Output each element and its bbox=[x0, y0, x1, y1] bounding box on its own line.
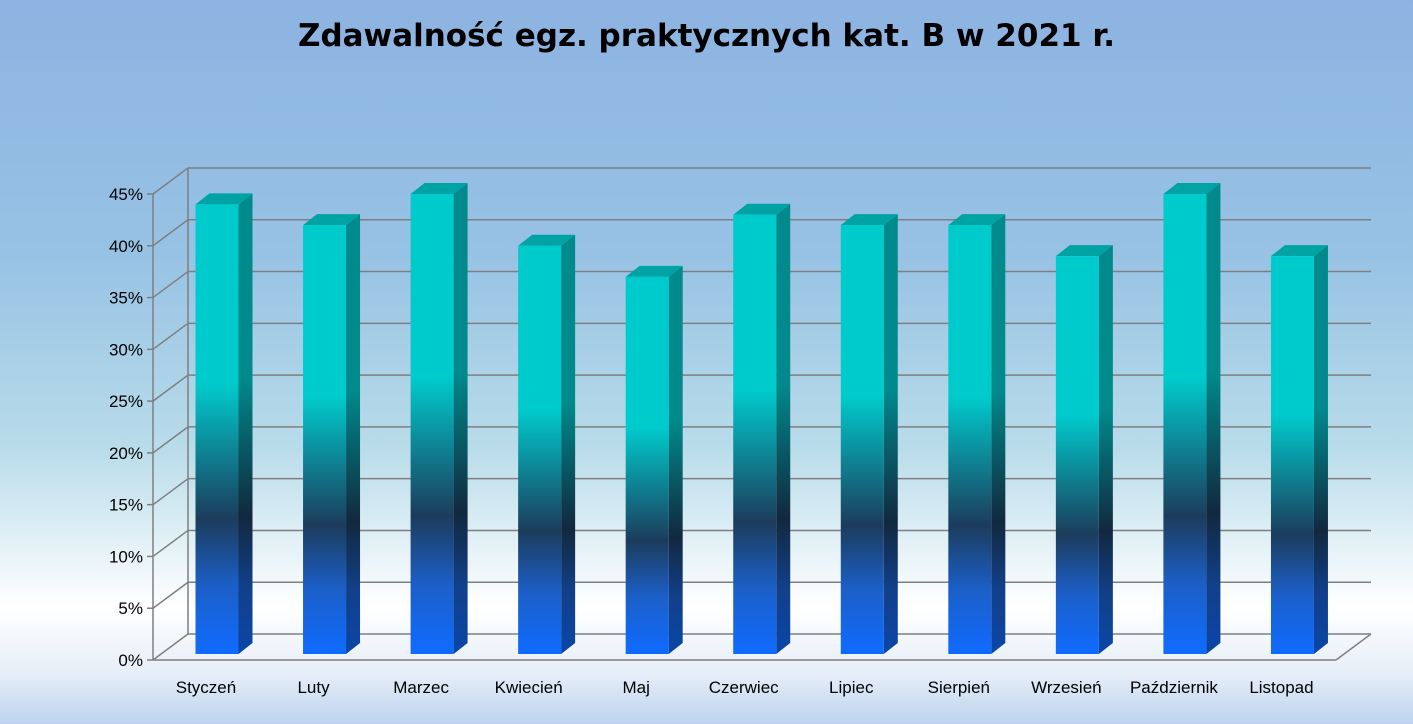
x-tick-label: Sierpień bbox=[928, 678, 990, 697]
y-tick-label: 35% bbox=[109, 289, 143, 308]
x-tick-label: Wrzesień bbox=[1031, 678, 1102, 697]
bar-top bbox=[840, 214, 898, 226]
bar-side bbox=[1313, 245, 1328, 654]
bar-top bbox=[733, 203, 791, 215]
bar-front bbox=[410, 194, 454, 654]
bars bbox=[195, 183, 1328, 655]
bar-side bbox=[1206, 183, 1221, 654]
bar bbox=[410, 183, 468, 654]
x-tick-label: Luty bbox=[297, 678, 330, 697]
y-tick-label: 5% bbox=[118, 599, 143, 618]
bar-top bbox=[625, 265, 683, 277]
y-tick-label: 20% bbox=[109, 444, 143, 463]
x-tick-label: Styczeń bbox=[176, 678, 236, 697]
y-tick-label: 10% bbox=[109, 547, 143, 566]
bar-front bbox=[733, 214, 777, 654]
bar bbox=[1163, 183, 1221, 654]
grid-diagonal bbox=[152, 322, 189, 350]
x-tick-label: Czerwiec bbox=[709, 678, 779, 697]
bar bbox=[1055, 245, 1113, 654]
bar-top bbox=[1163, 183, 1221, 194]
x-tick-label: Kwiecień bbox=[495, 678, 563, 697]
grid-diagonal bbox=[152, 529, 189, 558]
bar-side bbox=[453, 183, 468, 654]
bar-top bbox=[410, 183, 468, 194]
y-tick-label: 45% bbox=[109, 185, 143, 204]
bar bbox=[518, 234, 576, 654]
bar-top bbox=[1270, 245, 1328, 257]
bar-top bbox=[1055, 245, 1113, 257]
bar bbox=[733, 203, 791, 654]
bar-front bbox=[625, 276, 669, 654]
bar-front bbox=[1163, 194, 1207, 654]
grid-diagonal bbox=[152, 167, 189, 195]
bar-top bbox=[303, 214, 361, 226]
grid-diagonal bbox=[152, 581, 189, 609]
bar-front bbox=[1055, 256, 1099, 654]
bar-side bbox=[776, 203, 791, 654]
bar bbox=[948, 214, 1006, 655]
chart-title: Zdawalność egz. praktycznych kat. B w 20… bbox=[297, 18, 1116, 54]
grid-diagonal bbox=[152, 270, 189, 299]
axis-labels: 0% 5% 10% 15% 20% 25% 30% 35% 40% 45% Styczeń Luty M… bbox=[109, 185, 1314, 697]
bar-side bbox=[991, 214, 1006, 655]
grid-diagonal bbox=[152, 478, 189, 506]
x-tick-label: Maj bbox=[622, 678, 649, 697]
y-tick-label: 15% bbox=[109, 496, 143, 515]
bar-front bbox=[948, 225, 992, 655]
x-tick-label: Lipiec bbox=[829, 678, 874, 697]
floor-right-edge bbox=[1335, 633, 1372, 661]
x-tick-label: Październik bbox=[1130, 678, 1218, 697]
y-tick-label: 25% bbox=[109, 392, 143, 411]
bar-front bbox=[303, 225, 347, 655]
x-tick-label: Marzec bbox=[393, 678, 449, 697]
grid-diagonal bbox=[152, 426, 189, 454]
bar-top bbox=[195, 193, 253, 205]
grid-diagonal bbox=[152, 219, 189, 247]
bar bbox=[1270, 245, 1328, 654]
bar-front bbox=[195, 204, 239, 654]
bar-side bbox=[238, 193, 253, 654]
y-tick-label: 30% bbox=[109, 340, 143, 359]
bar-side bbox=[1098, 245, 1113, 654]
grid-diagonal bbox=[152, 374, 189, 402]
bar bbox=[195, 193, 253, 654]
bar bbox=[840, 214, 898, 655]
bar bbox=[625, 265, 683, 654]
bar-side bbox=[668, 265, 683, 654]
bar-top bbox=[518, 234, 576, 246]
bar-front bbox=[840, 225, 884, 655]
bar-side bbox=[883, 214, 898, 655]
bar-side bbox=[561, 234, 576, 654]
bar-front bbox=[1270, 256, 1314, 654]
y-tick-label: 40% bbox=[109, 237, 143, 256]
grid-diagonal bbox=[152, 633, 189, 661]
x-tick-label: Listopad bbox=[1249, 678, 1313, 697]
bar bbox=[303, 214, 361, 655]
y-tick-label: 0% bbox=[118, 651, 143, 670]
bar-front bbox=[518, 245, 562, 654]
bar-top bbox=[948, 214, 1006, 226]
bar-side bbox=[346, 214, 361, 655]
